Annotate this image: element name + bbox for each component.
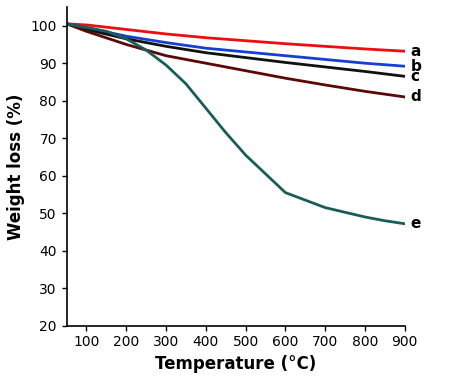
Text: b: b <box>410 59 421 74</box>
X-axis label: Temperature (°C): Temperature (°C) <box>155 355 316 373</box>
Text: d: d <box>410 89 420 105</box>
Text: a: a <box>410 44 420 59</box>
Y-axis label: Weight loss (%): Weight loss (%) <box>7 93 25 239</box>
Text: c: c <box>410 69 419 84</box>
Text: e: e <box>410 216 420 231</box>
